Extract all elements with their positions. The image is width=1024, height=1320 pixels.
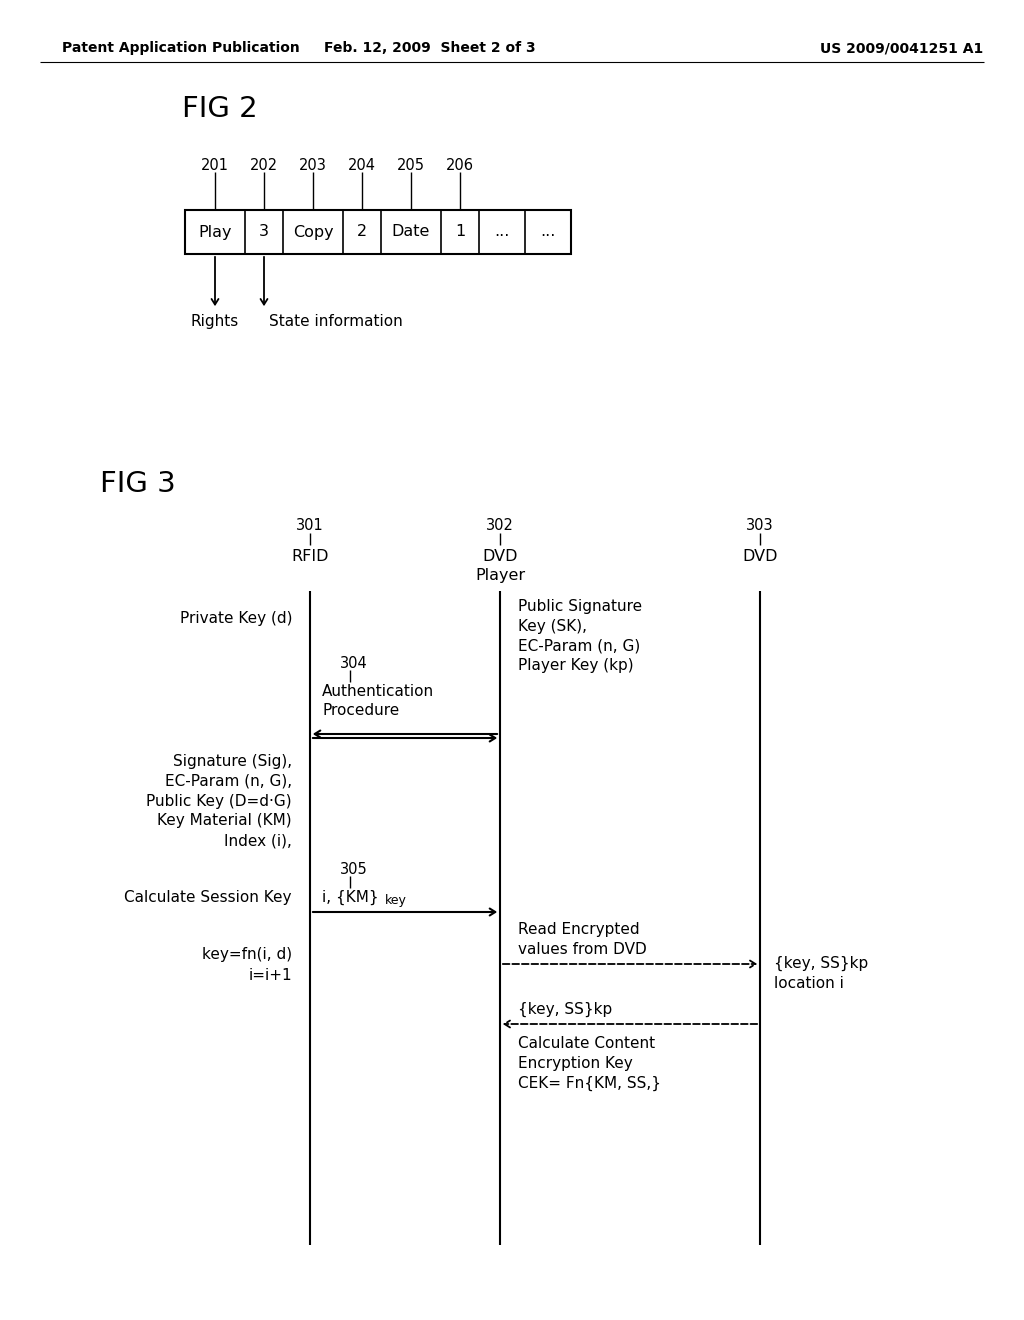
- Text: 1: 1: [455, 224, 465, 239]
- Text: 201: 201: [201, 158, 229, 173]
- Text: Rights: Rights: [190, 314, 240, 329]
- Text: FIG 2: FIG 2: [182, 95, 258, 123]
- Text: Patent Application Publication: Patent Application Publication: [62, 41, 300, 55]
- Text: Calculate Session Key: Calculate Session Key: [125, 890, 292, 906]
- Text: {key, SS}kp
location i: {key, SS}kp location i: [774, 956, 868, 991]
- Text: Read Encrypted
values from DVD: Read Encrypted values from DVD: [518, 921, 647, 957]
- Text: DVD: DVD: [742, 549, 778, 564]
- Text: DVD
Player: DVD Player: [475, 549, 525, 582]
- Text: 202: 202: [250, 158, 279, 173]
- Text: key: key: [385, 894, 407, 907]
- Text: Copy: Copy: [293, 224, 334, 239]
- Text: ...: ...: [541, 224, 556, 239]
- Text: RFID: RFID: [291, 549, 329, 564]
- Text: Feb. 12, 2009  Sheet 2 of 3: Feb. 12, 2009 Sheet 2 of 3: [325, 41, 536, 55]
- Text: 305: 305: [340, 862, 368, 876]
- Text: Authentication
Procedure: Authentication Procedure: [322, 684, 434, 718]
- Text: US 2009/0041251 A1: US 2009/0041251 A1: [820, 41, 983, 55]
- Text: 304: 304: [340, 656, 368, 671]
- Text: Date: Date: [392, 224, 430, 239]
- Text: Public Signature
Key (SK),
EC-Param (n, G)
Player Key (kp): Public Signature Key (SK), EC-Param (n, …: [518, 599, 642, 673]
- Text: {key, SS}kp: {key, SS}kp: [518, 1002, 612, 1018]
- Text: i, {KM}: i, {KM}: [322, 890, 379, 906]
- Text: Calculate Content
Encryption Key
CEK= Fn{KM, SS,}: Calculate Content Encryption Key CEK= Fn…: [518, 1036, 662, 1090]
- Text: State information: State information: [269, 314, 402, 329]
- Text: Signature (Sig),
EC-Param (n, G),
Public Key (D=d·G)
Key Material (KM)
Index (i): Signature (Sig), EC-Param (n, G), Public…: [146, 754, 292, 849]
- Text: 301: 301: [296, 517, 324, 533]
- Text: 302: 302: [486, 517, 514, 533]
- Text: 205: 205: [397, 158, 425, 173]
- Text: FIG 3: FIG 3: [100, 470, 176, 498]
- Bar: [185, 210, 571, 253]
- Text: 206: 206: [446, 158, 474, 173]
- Text: Private Key (d): Private Key (d): [179, 611, 292, 626]
- Text: 204: 204: [348, 158, 376, 173]
- Text: 303: 303: [746, 517, 774, 533]
- Text: ...: ...: [495, 224, 510, 239]
- Text: 3: 3: [259, 224, 269, 239]
- Text: 203: 203: [299, 158, 327, 173]
- Text: key=fn(i, d)
i=i+1: key=fn(i, d) i=i+1: [202, 946, 292, 983]
- Text: Play: Play: [199, 224, 231, 239]
- Text: 2: 2: [357, 224, 367, 239]
